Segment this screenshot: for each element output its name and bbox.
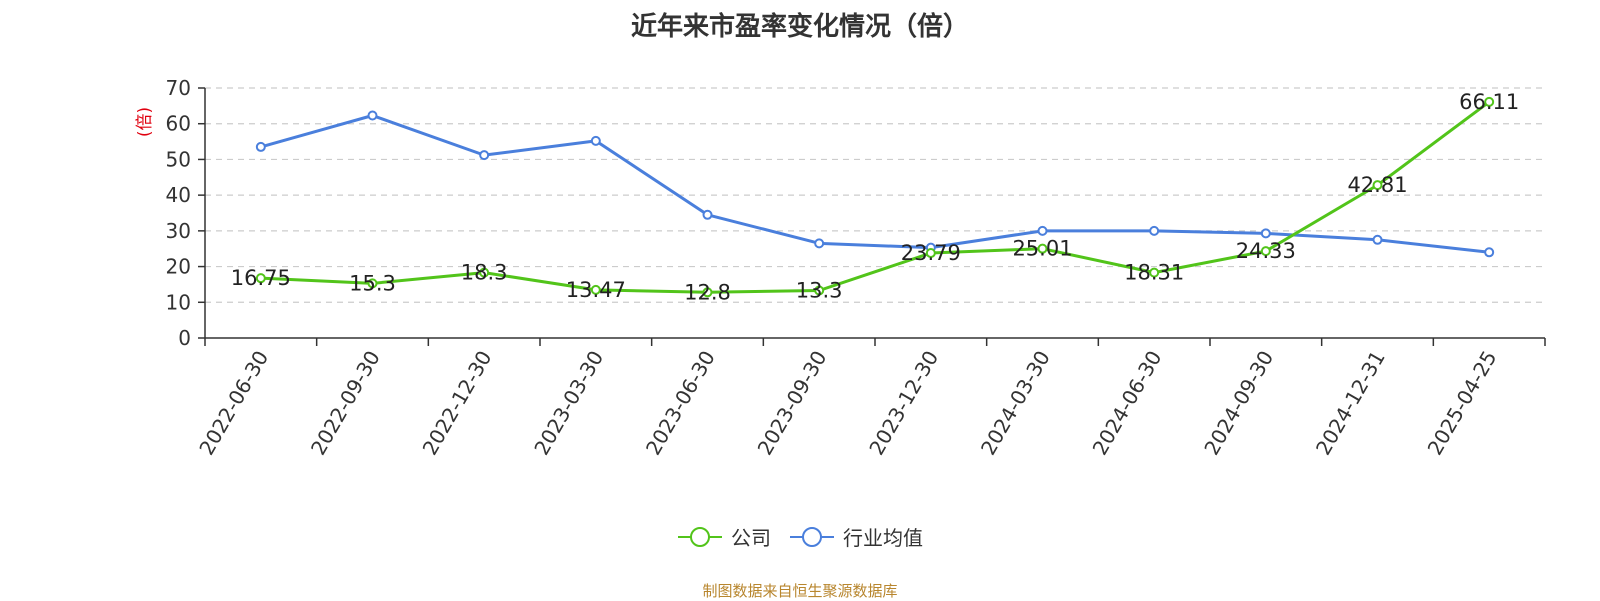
y-tick-label: 60 <box>166 112 191 136</box>
y-tick-label: 30 <box>166 219 191 243</box>
data-label-company: 13.3 <box>796 279 843 303</box>
data-labels: 16.75 15.3 18.3 13.47 12.8 13.3 23.79 25.01 18.3… <box>231 90 1519 304</box>
legend-item-company[interactable]: 公司 <box>677 522 771 551</box>
y-tick-label: 40 <box>166 183 191 207</box>
data-point-industry[interactable] <box>367 110 378 121</box>
x-tick-label: 2023-06-30 <box>641 347 720 460</box>
data-point-company[interactable] <box>1484 96 1495 107</box>
y-tick-label: 50 <box>166 147 191 171</box>
series-lines <box>255 96 1495 298</box>
data-point-company[interactable] <box>925 248 936 259</box>
grid-lines <box>205 87 1545 303</box>
data-point-company[interactable] <box>702 287 713 298</box>
series-line-company <box>260 100 1491 294</box>
x-tick-label: 2022-09-30 <box>306 347 385 460</box>
legend-item-industry[interactable]: 行业均值 <box>789 522 923 551</box>
chart-title: 近年来市盈率变化情况（倍） <box>630 12 969 42</box>
y-axis-label: (倍) <box>135 107 155 137</box>
data-point-industry[interactable] <box>702 209 713 220</box>
legend-label-company: 公司 <box>731 526 771 550</box>
data-point-industry[interactable] <box>1372 234 1383 245</box>
data-label-company: 42.81 <box>1347 173 1407 197</box>
data-point-company[interactable] <box>367 278 378 289</box>
data-label-company: 18.31 <box>1124 261 1184 285</box>
x-tick-label: 2024-03-30 <box>976 347 1055 460</box>
data-point-industry[interactable] <box>1484 247 1495 258</box>
x-tick-label: 2022-12-30 <box>418 347 497 460</box>
legend: 公司 行业均值 <box>0 522 1600 551</box>
series-line-industry <box>260 114 1490 254</box>
data-point-company[interactable] <box>479 267 490 278</box>
x-tick-label: 2023-12-30 <box>864 347 943 460</box>
data-point-industry[interactable] <box>1149 225 1160 236</box>
x-tick-label: 2023-09-30 <box>753 347 832 460</box>
legend-line-icon-industry <box>790 526 834 547</box>
data-label-company: 23.79 <box>901 241 961 265</box>
y-tick-label: 0 <box>178 326 191 350</box>
y-tick-label: 20 <box>166 255 191 279</box>
data-label-company: 66.11 <box>1459 90 1519 114</box>
legend-label-industry: 行业均值 <box>843 526 923 550</box>
y-tick-label: 70 <box>166 76 191 100</box>
data-point-company[interactable] <box>1149 267 1160 278</box>
x-tick-label: 2022-06-30 <box>194 347 273 460</box>
x-tick-label: 2024-06-30 <box>1088 347 1167 460</box>
x-tick-label: 2023-03-30 <box>529 347 608 460</box>
data-label-company: 18.3 <box>461 261 508 285</box>
data-point-industry[interactable] <box>1260 228 1271 239</box>
data-point-industry[interactable] <box>590 135 601 146</box>
source-note: 制图数据来自恒生聚源数据库 <box>702 582 898 600</box>
axes: 0 10 20 30 40 50 60 70 (倍) 2022-06-30 2022-09-30 20… <box>135 76 1546 460</box>
legend-line-icon-company <box>678 526 722 547</box>
data-point-industry[interactable] <box>1037 225 1048 236</box>
y-tick-label: 10 <box>166 290 191 314</box>
data-point-industry[interactable] <box>479 150 490 161</box>
data-label-company: 25.01 <box>1012 237 1072 261</box>
x-tick-label: 2024-09-30 <box>1199 347 1278 460</box>
data-point-company[interactable] <box>1260 246 1271 257</box>
data-label-company: 13.47 <box>566 278 626 302</box>
data-point-company[interactable] <box>255 273 266 284</box>
data-label-company: 12.8 <box>684 280 731 304</box>
data-label-company: 15.3 <box>349 271 396 295</box>
data-point-company[interactable] <box>590 284 601 295</box>
data-point-company[interactable] <box>1372 180 1383 191</box>
data-point-industry[interactable] <box>255 141 266 152</box>
x-tick-label: 2024-12-31 <box>1311 347 1390 460</box>
data-label-company: 16.75 <box>231 266 291 290</box>
x-tick-label: 2025-04-25 <box>1423 347 1502 460</box>
data-point-company[interactable] <box>1037 243 1048 254</box>
data-point-company[interactable] <box>814 285 825 296</box>
data-point-industry[interactable] <box>814 238 825 249</box>
data-label-company: 24.33 <box>1236 239 1296 263</box>
